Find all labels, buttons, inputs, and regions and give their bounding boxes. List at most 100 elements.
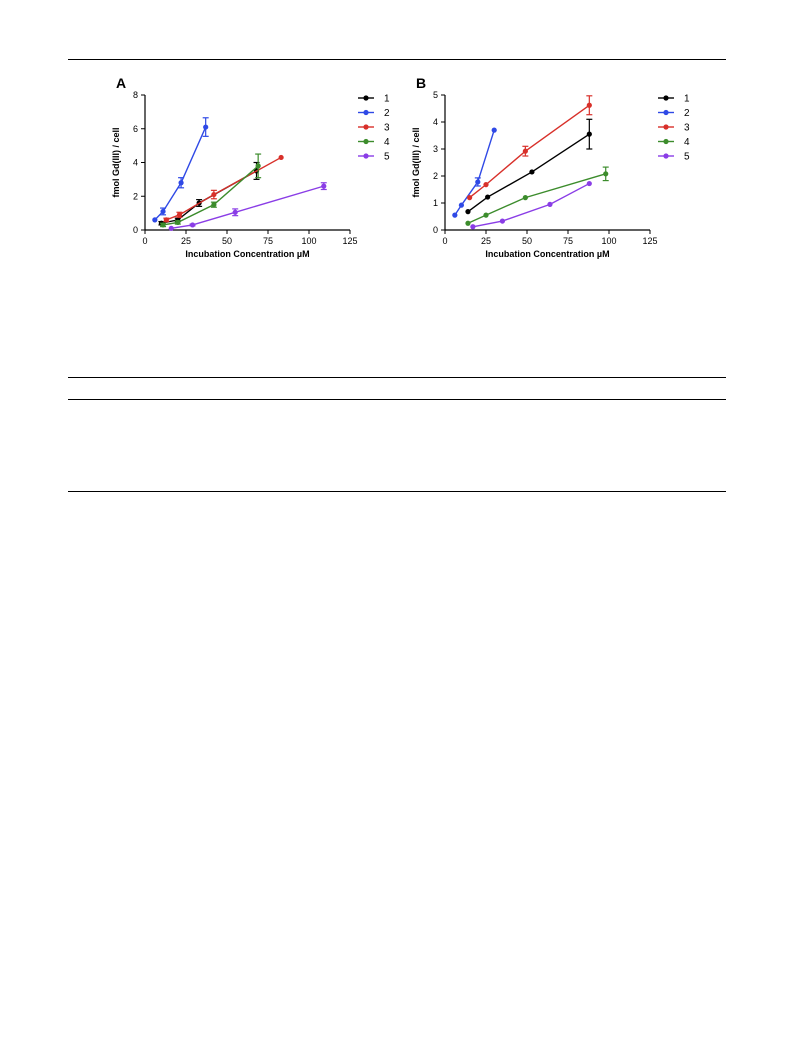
- chart-b-series-5: [470, 180, 592, 230]
- chart-b-series-1-point: [529, 169, 535, 175]
- chart-b-x-tick-label: 25: [481, 236, 491, 246]
- page-top-rule: [68, 59, 726, 60]
- chart-b-series-4-line: [467, 173, 606, 224]
- chart-a-legend-label-1: 1: [384, 94, 390, 105]
- chart-b-x-tick-label: 100: [601, 236, 616, 246]
- chart-b-legend-label-3: 3: [684, 123, 690, 134]
- chart-a-series-5-point: [232, 209, 238, 215]
- chart-b-legend-marker-4: [663, 138, 669, 145]
- chart-a-y-tick-label: 4: [133, 158, 138, 168]
- chart-a-y-tick-label: 6: [133, 124, 138, 134]
- chart-b-legend-label-1: 1: [684, 94, 690, 105]
- chart-a-series-4-point: [255, 163, 261, 169]
- chart-b-series-4-point: [465, 220, 471, 226]
- chart-a-x-axis-title: Incubation Concentration µM: [185, 249, 309, 259]
- chart-a-series-4-point: [175, 219, 181, 226]
- chart-b-x-tick-label: 125: [642, 236, 657, 246]
- chart-b-series-1-line: [467, 133, 590, 213]
- chart-a-series-3-point: [176, 212, 183, 218]
- chart-a-series-2-point: [152, 217, 158, 223]
- chart-b-series-2: [452, 127, 497, 218]
- chart-b-series-3-point: [483, 182, 489, 188]
- chart-b-y-tick-label: 2: [433, 171, 438, 181]
- chart-a-series-3-point: [211, 191, 217, 198]
- chart-a-series-5-point: [168, 225, 174, 231]
- chart-b-series-5-point: [586, 180, 592, 187]
- chart-a-series-3-point: [163, 217, 169, 223]
- chart-b-panel-letter: B: [416, 75, 426, 91]
- chart-a-series-2-point: [203, 124, 209, 130]
- chart-b-y-tick-label: 3: [433, 144, 438, 154]
- chart-a-series-3: [163, 154, 284, 223]
- table-bottom-rule: [68, 491, 726, 492]
- chart-b-series-3-point: [586, 102, 592, 108]
- chart-a-x-tick-label: 100: [301, 236, 316, 246]
- chart-b-series-1-point: [485, 194, 491, 200]
- chart-b-series-2-point: [458, 202, 464, 208]
- chart-a-x-tick-label: 25: [181, 236, 191, 246]
- chart-a-legend-label-3: 3: [384, 123, 390, 134]
- chart-b-legend-label-4: 4: [684, 137, 690, 148]
- chart-a-legend-marker-4: [363, 138, 369, 145]
- chart-b-series-2-point: [475, 179, 481, 185]
- chart-a-y-axis-title: fmol Gd(III) / cell: [111, 127, 121, 197]
- chart-b-y-axis-title: fmol Gd(III) / cell: [411, 127, 421, 197]
- chart-b-series-5-point: [470, 224, 476, 230]
- table-header-rule: [68, 399, 726, 400]
- chart-b-series-4-point: [483, 212, 489, 218]
- chart-a-series-4-line: [162, 165, 259, 226]
- chart-b-series-5-line: [472, 182, 590, 228]
- chart-b-legend-label-2: 2: [684, 108, 690, 119]
- chart-b-x-tick-label: 50: [522, 236, 532, 246]
- chart-a-y-tick-label: 0: [133, 225, 138, 235]
- table-top-rule: [68, 377, 726, 378]
- chart-a-legend-marker-1: [363, 95, 369, 101]
- chart-a-series-2-point: [160, 208, 166, 215]
- chart-a-series-2-point: [178, 180, 184, 186]
- chart-panel-b: B 0 1 2 3 4 5 0 25 50 75 100 125 Incubation Concentra…: [400, 72, 700, 272]
- chart-a-series-3-point: [278, 154, 284, 161]
- chart-a-x-tick-label: 75: [263, 236, 273, 246]
- chart-b-legend-marker-3: [663, 124, 669, 130]
- chart-b-legend-marker-2: [663, 109, 669, 116]
- chart-a-y-tick-label: 2: [133, 191, 138, 201]
- chart-b-series-3-line: [469, 104, 590, 199]
- chart-b-series-4-point: [522, 195, 528, 201]
- chart-b-series-5-point: [547, 201, 553, 207]
- chart-b-x-tick-label: 75: [563, 236, 573, 246]
- chart-a-legend-marker-3: [363, 124, 369, 130]
- chart-b-x-tick-label: 0: [442, 236, 447, 246]
- chart-a-x-tick-label: 50: [222, 236, 232, 246]
- chart-a-legend-label-5: 5: [384, 152, 390, 163]
- chart-b-series-3: [467, 95, 593, 201]
- chart-b-legend-marker-1: [663, 95, 669, 101]
- chart-a-series-2: [152, 117, 209, 223]
- chart-a-series-5-point: [189, 222, 196, 228]
- chart-b-series-4-point: [603, 171, 609, 177]
- chart-b-series-1: [465, 118, 593, 215]
- chart-a-series-3-line: [166, 156, 282, 221]
- chart-a-series-2-line: [154, 126, 207, 221]
- chart-a-series-5-line: [171, 185, 324, 230]
- chart-b-series-5-point: [499, 218, 505, 224]
- chart-a-series-5: [168, 182, 327, 231]
- chart-b-series-1-point: [465, 209, 471, 215]
- chart-b-series-2-point: [491, 127, 497, 133]
- chart-b-series-2-line: [454, 129, 495, 216]
- chart-b-y-tick-label: 0: [433, 225, 438, 235]
- chart-b-x-axis-title: Incubation Concentration µM: [485, 249, 609, 259]
- chart-b-series-3-point: [467, 195, 473, 201]
- chart-a-legend-label-4: 4: [384, 137, 390, 148]
- chart-b-legend-marker-5: [663, 153, 669, 159]
- chart-b-y-tick-label: 4: [433, 117, 438, 127]
- chart-a-legend-marker-2: [363, 109, 369, 116]
- chart-b-series-2-point: [452, 212, 458, 218]
- chart-a-series-4: [160, 153, 262, 228]
- chart-a-legend-marker-5: [363, 153, 369, 159]
- chart-b-series-3-point: [522, 148, 528, 154]
- chart-b-series-4: [465, 166, 609, 226]
- chart-a-series-4-point: [211, 202, 217, 208]
- chart-a-series-4-point: [160, 222, 166, 228]
